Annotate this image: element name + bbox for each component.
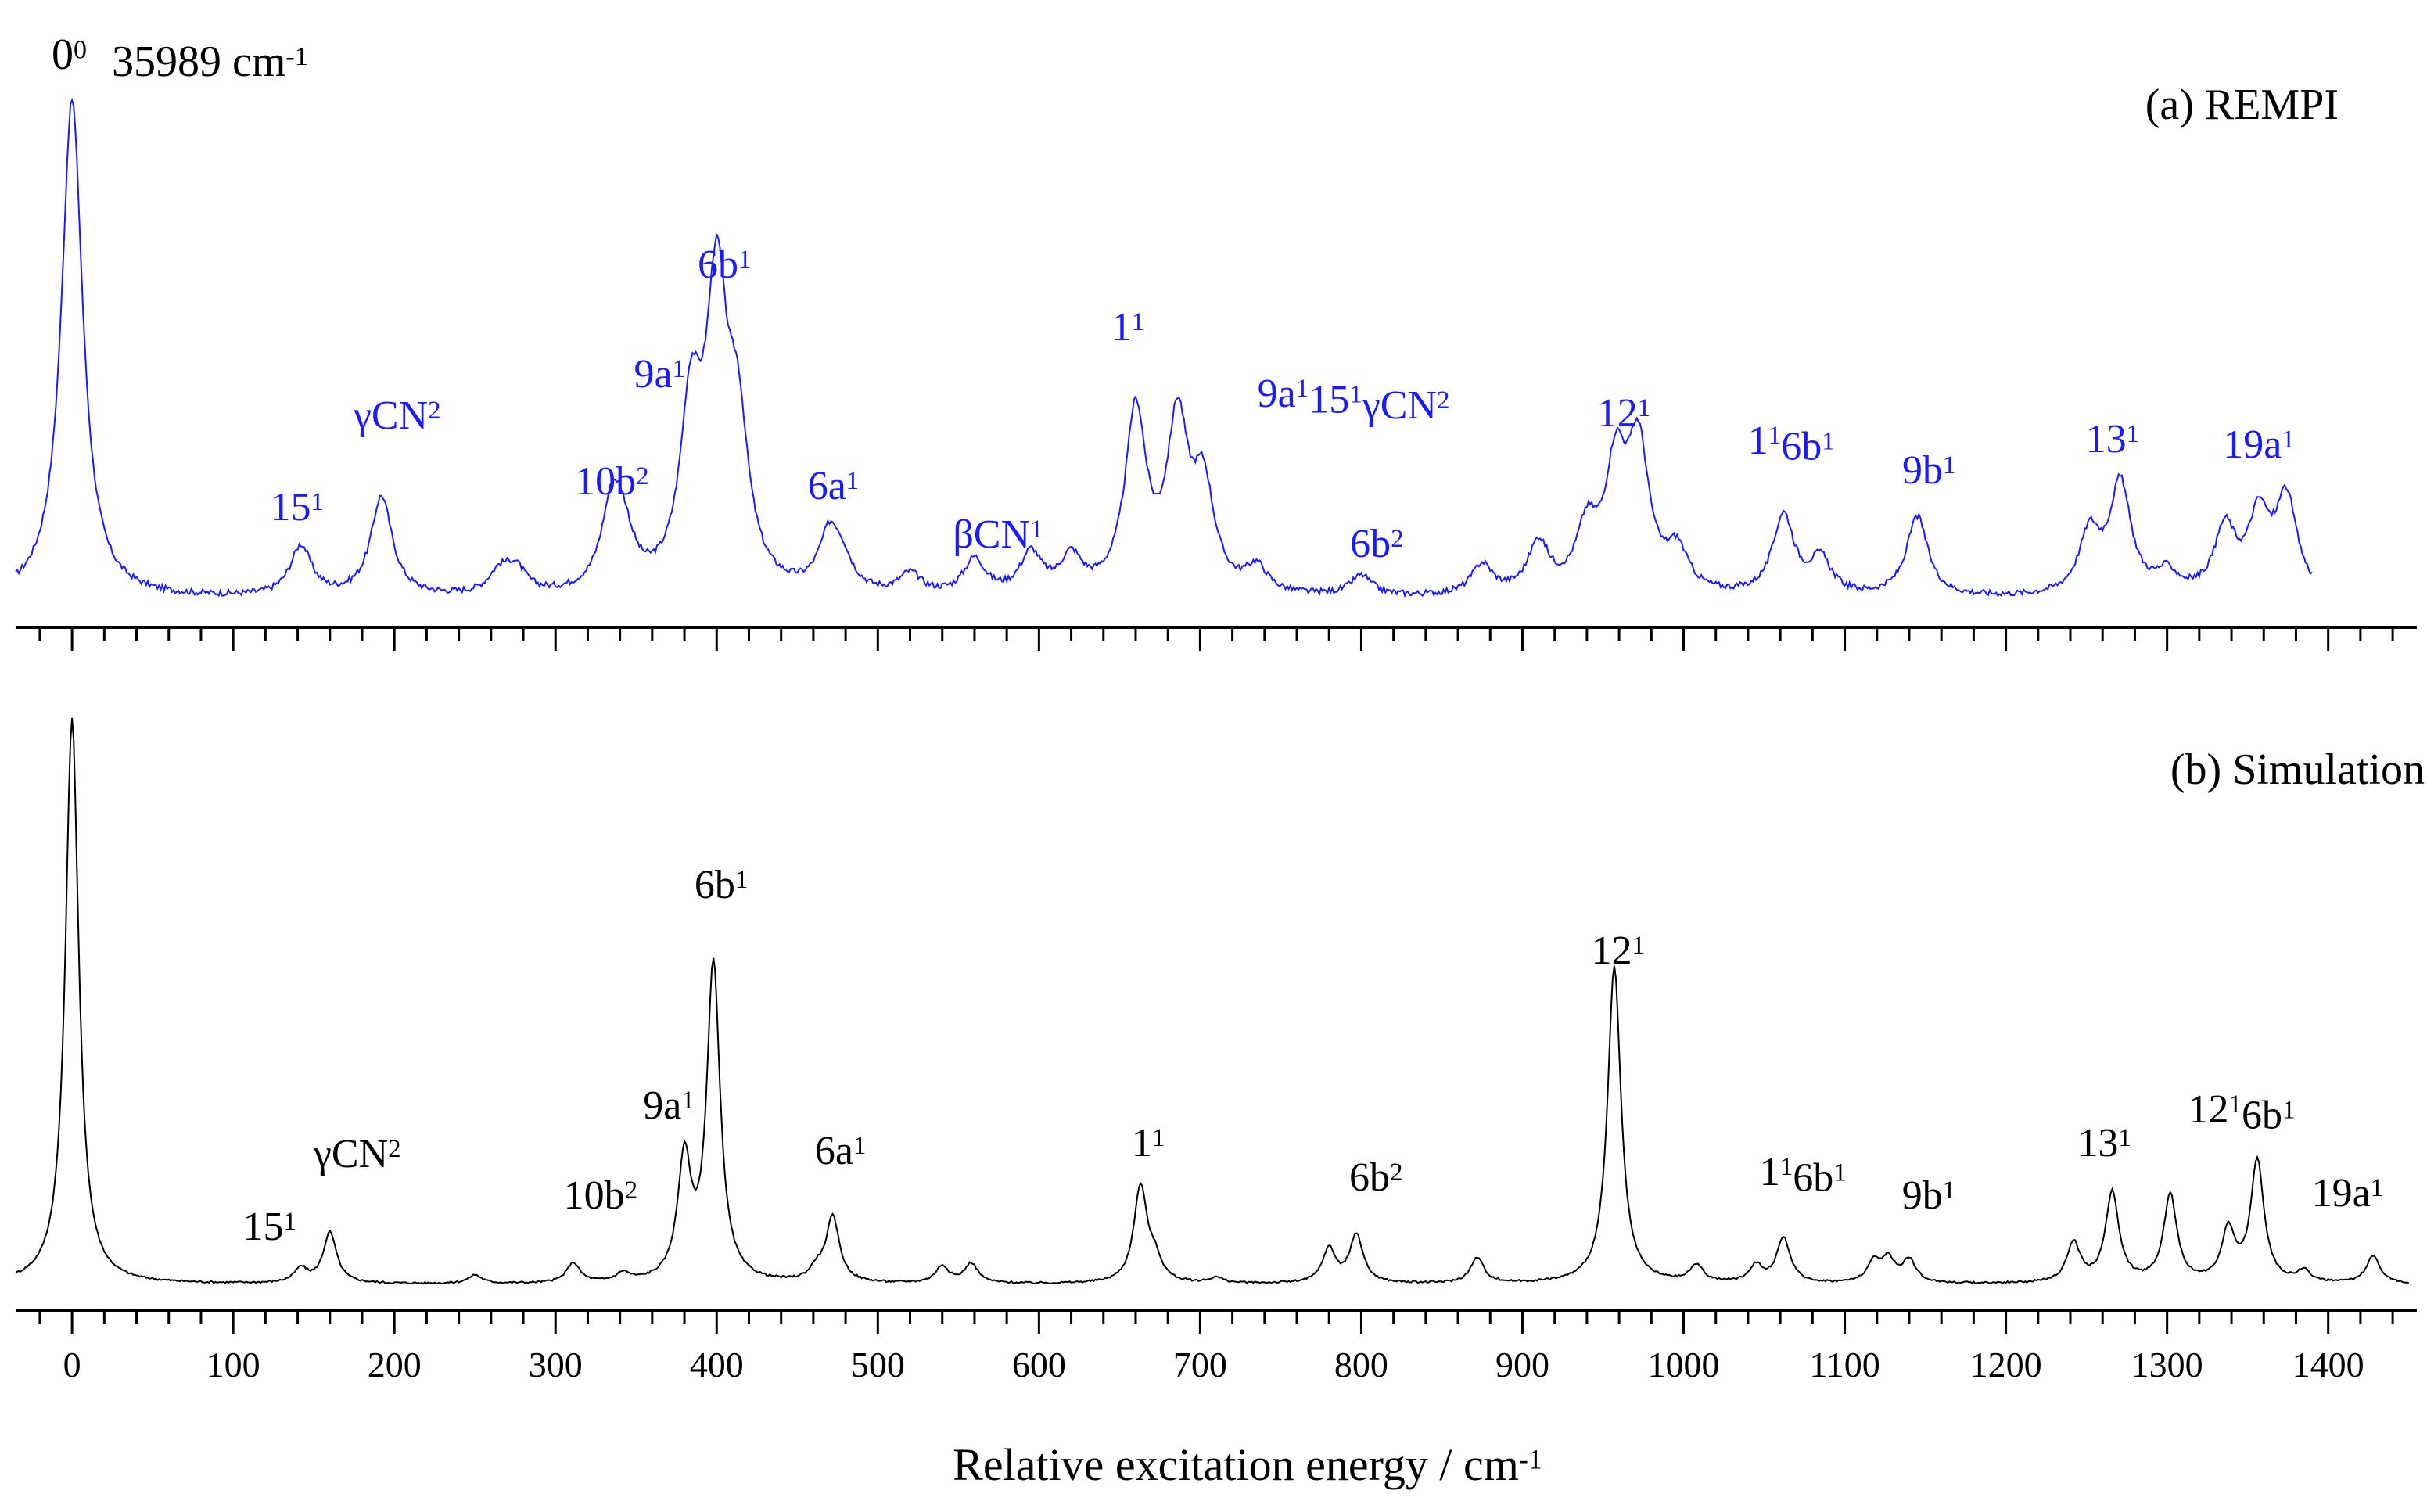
peak-label: 9a1	[643, 1083, 695, 1128]
peak-label: 9b1	[1902, 448, 1956, 493]
panel-title: (a) REMPI	[2145, 81, 2339, 129]
peak-label: 116b1	[1748, 418, 1835, 469]
peak-label: 6b2	[1350, 522, 1404, 566]
peak-label: 131	[2086, 417, 2140, 462]
peak-label: 11	[1132, 1121, 1165, 1165]
peak-label: 6b2	[1349, 1155, 1403, 1200]
peak-label: 6b1	[695, 863, 749, 907]
x-tick-label: 700	[1173, 1345, 1227, 1385]
peak-label: 10b2	[564, 1173, 638, 1218]
x-tick-label: 800	[1334, 1345, 1388, 1385]
peak-label: 121	[1592, 928, 1646, 973]
x-tick-label: 1300	[2131, 1345, 2203, 1385]
peak-label: 116b1	[1760, 1150, 1847, 1201]
x-tick-label: 1000	[1648, 1345, 1720, 1385]
x-tick-label: 1200	[1970, 1345, 2042, 1385]
peak-label: 10b2	[575, 459, 649, 504]
x-tick-label: 600	[1012, 1345, 1066, 1385]
peak-label: 6b1	[698, 242, 752, 287]
x-tick-label: 1100	[1809, 1345, 1879, 1385]
x-tick-label: 1400	[2292, 1345, 2364, 1385]
panel-title: (b) Simulation	[2170, 745, 2425, 794]
x-tick-label: 100	[206, 1345, 260, 1385]
x-tick-label: 500	[851, 1345, 905, 1385]
peak-label: 9b1	[1902, 1173, 1956, 1218]
spectrum-line-b	[15, 717, 2410, 1285]
peak-label: 9a1	[634, 352, 686, 397]
peak-label: γCN2	[313, 1132, 401, 1176]
peak-label: 151	[270, 485, 324, 530]
peak-label: 19a1	[2223, 422, 2295, 467]
panel-a-rempi: (a) REMPI 00 35989 cm-1 151 γCN2 10b2 9a1 6b1 6a…	[15, 31, 2417, 651]
x-tick-label: 900	[1495, 1345, 1549, 1385]
peak-label: γCN2	[353, 393, 441, 438]
peak-label: 11	[1111, 305, 1145, 350]
x-axis-label: Relative excitation energy / cm-1	[953, 1439, 1542, 1490]
peak-label: 131	[2077, 1121, 2131, 1165]
peak-label: βCN1	[953, 512, 1043, 557]
peak-label: 151	[242, 1205, 296, 1249]
x-tick-label: 300	[529, 1345, 583, 1385]
peak-label: 9a1151γCN2	[1258, 372, 1450, 428]
x-tick-label: 400	[690, 1345, 744, 1385]
x-tick-label: 200	[368, 1345, 422, 1385]
peak-label: 19a1	[2312, 1171, 2384, 1216]
peak-label: 121	[1597, 391, 1651, 436]
peak-label: 6a1	[815, 1129, 867, 1173]
peak-label: 1216b1	[2188, 1087, 2296, 1138]
peak-label: 6a1	[808, 464, 860, 508]
spectrum-line-a	[15, 97, 2313, 598]
origin-band-label: 00 35989 cm-1	[52, 31, 308, 86]
x-tick-label: 0	[63, 1345, 81, 1385]
